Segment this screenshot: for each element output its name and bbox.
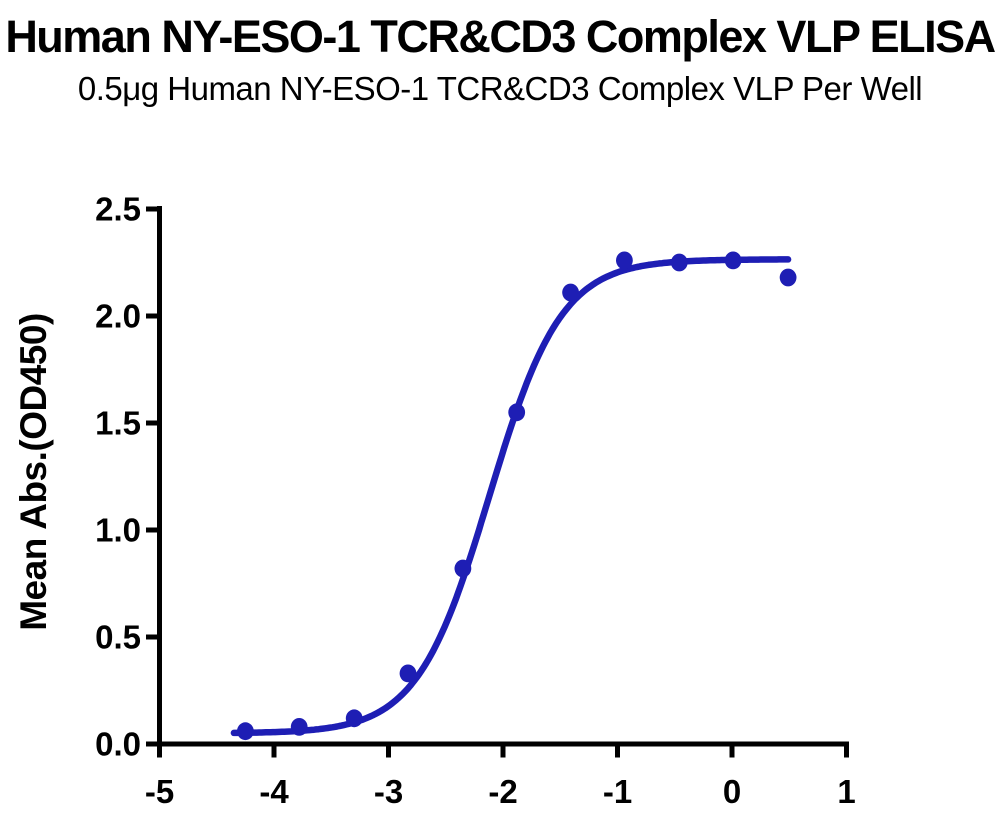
y-tick-label: 0.5 [95, 619, 141, 656]
x-tick-label: -1 [603, 773, 632, 810]
y-tick-label: 0.0 [95, 726, 141, 763]
data-point [237, 722, 254, 741]
data-point [508, 403, 526, 422]
data-point [454, 559, 472, 578]
axes [157, 206, 849, 747]
data-point [616, 251, 633, 270]
data-point [724, 251, 742, 270]
x-tick-label: 1 [837, 773, 855, 810]
data-point [562, 283, 579, 302]
x-tick-label: 0 [723, 773, 741, 810]
axis-ticks [146, 206, 849, 758]
x-tick-label: -3 [374, 773, 403, 810]
data-point [345, 709, 363, 728]
fit-curve-path [230, 256, 792, 737]
data-points-group [237, 251, 797, 741]
y-tick-label: 1.5 [95, 405, 141, 442]
chart-subtitle: 0.5μg Human NY-ESO-1 TCR&CD3 Complex VLP… [78, 70, 922, 107]
fit-curve-group [230, 256, 792, 737]
data-point [290, 718, 308, 736]
data-point [779, 268, 797, 287]
x-tick-label: -5 [145, 773, 174, 810]
tick-labels: 0.0 0.5 1.0 1.5 2.0 2.5 -5 -4 -3 -2 -1 0 1 [95, 191, 856, 811]
y-tick-label: 1.0 [95, 512, 141, 549]
data-point [670, 253, 688, 272]
y-axis-label: Mean Abs.(OD450) [13, 313, 54, 631]
y-tick-label: 2.0 [95, 298, 141, 335]
x-tick-label: -2 [488, 773, 517, 810]
x-tick-label: -4 [259, 773, 289, 810]
chart-title: Human NY-ESO-1 TCR&CD3 Complex VLP ELISA [5, 11, 995, 62]
y-tick-label: 2.5 [95, 191, 141, 228]
data-point [399, 664, 417, 683]
